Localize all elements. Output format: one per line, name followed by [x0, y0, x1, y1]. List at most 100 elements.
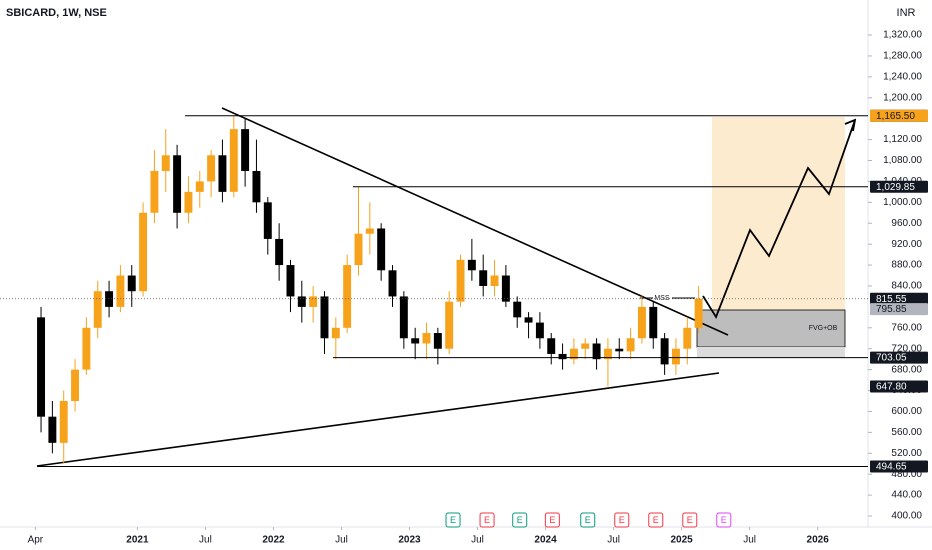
- candle-body: [365, 228, 374, 234]
- candle-body: [490, 275, 499, 286]
- candle-body: [354, 233, 363, 266]
- candle-body: [150, 170, 159, 213]
- y-tick-label: 880.00: [891, 260, 922, 271]
- candle-body: [694, 298, 703, 328]
- target-zone: [712, 117, 845, 310]
- price-label: 1,165.50: [876, 111, 915, 122]
- candle-body: [411, 338, 420, 344]
- y-tick-label: 1,240.00: [883, 71, 922, 82]
- candle-body: [569, 348, 578, 360]
- candle-body: [252, 170, 261, 203]
- candle-body: [286, 265, 295, 297]
- y-tick-label: 1,120.00: [883, 134, 922, 145]
- earnings-label: E: [549, 515, 555, 525]
- earnings-label: E: [484, 515, 490, 525]
- candle-body: [127, 275, 136, 292]
- mss-label: MSS: [654, 295, 670, 302]
- price-label-box: [870, 380, 928, 393]
- price-label-box: [870, 303, 928, 316]
- earnings-marker: [544, 512, 560, 528]
- candle-body: [513, 301, 522, 318]
- y-tick-label: 840.00: [891, 281, 922, 292]
- x-tick-label: Apr: [28, 535, 44, 546]
- earnings-label: E: [585, 515, 591, 525]
- candle-body: [229, 129, 238, 192]
- y-tick-label: 1,320.00: [883, 30, 922, 41]
- candle-body: [82, 327, 91, 370]
- earnings-label: E: [687, 515, 693, 525]
- candle-body: [343, 265, 352, 328]
- x-tick-label: 2024: [534, 535, 557, 546]
- candle-body: [207, 155, 216, 182]
- y-tick-label: 1,080.00: [883, 155, 922, 166]
- x-tick-label: Jul: [607, 535, 620, 546]
- fvg-label: FVG+OB: [809, 325, 838, 332]
- candle-body: [524, 317, 533, 323]
- x-tick-label: 2022: [262, 535, 285, 546]
- chart-title: SBICARD, 1W, NSE: [6, 7, 107, 19]
- candle-body: [388, 270, 397, 297]
- y-tick-label: 720.00: [891, 343, 922, 354]
- y-tick-label: 520.00: [891, 448, 922, 459]
- y-tick-label: 920.00: [891, 239, 922, 250]
- y-tick-label: 440.00: [891, 490, 922, 501]
- up-trendline: [36, 372, 720, 467]
- earnings-marker: [479, 512, 495, 528]
- candle-body: [105, 291, 114, 307]
- candle-body: [320, 296, 329, 339]
- price-label: 703.05: [876, 353, 907, 364]
- candle-body: [93, 291, 102, 328]
- earnings-marker: [716, 512, 732, 528]
- y-tick-label: 680.00: [891, 364, 922, 375]
- price-label-box: [870, 109, 928, 122]
- candle-body: [422, 333, 431, 344]
- x-tick-label: Jul: [199, 535, 212, 546]
- candle-body: [331, 327, 340, 339]
- y-tick-label: 1,200.00: [883, 92, 922, 103]
- y-tick-label: 560.00: [891, 427, 922, 438]
- candle-body: [161, 155, 170, 171]
- y-tick-label: 760.00: [891, 322, 922, 333]
- price-label: 647.80: [876, 382, 907, 393]
- projection-path: [702, 119, 856, 320]
- price-label: 494.65: [876, 462, 907, 473]
- candle-body: [467, 259, 476, 271]
- down-trendline: [221, 107, 729, 336]
- price-label-box: [870, 460, 928, 473]
- x-tick-label: Jul: [743, 535, 756, 546]
- earnings-marker: [512, 512, 528, 528]
- price-label-box: [870, 351, 928, 364]
- x-tick-label: 2026: [807, 535, 830, 546]
- candle-body: [637, 306, 646, 339]
- fvg-ob-zone: [696, 309, 846, 348]
- y-tick-label: 480.00: [891, 469, 922, 480]
- earnings-marker: [580, 512, 596, 528]
- y-tick-label: 400.00: [891, 511, 922, 522]
- candle-body: [399, 296, 408, 339]
- candle-body: [603, 348, 612, 360]
- candle-body: [173, 155, 182, 213]
- projection-arrowhead: [844, 118, 857, 132]
- candle-body: [116, 275, 125, 307]
- candle-body: [581, 343, 590, 349]
- fvg-ob-lower: [697, 347, 845, 358]
- y-tick-label: 1,000.00: [883, 197, 922, 208]
- candle-body: [671, 348, 680, 365]
- candle-body: [626, 338, 635, 352]
- y-tick-label: 960.00: [891, 218, 922, 229]
- candle-body: [456, 259, 465, 302]
- x-tick-label: 2025: [670, 535, 693, 546]
- candle-body: [71, 369, 80, 402]
- candle-body: [479, 270, 488, 286]
- x-tick-label: Jul: [335, 535, 348, 546]
- candle-body: [59, 401, 68, 443]
- candle-body: [184, 191, 193, 213]
- candle-body: [535, 322, 544, 339]
- price-label: 795.85: [876, 304, 907, 315]
- price-label-box: [870, 180, 928, 193]
- candle-body: [309, 296, 318, 307]
- candle-body: [558, 353, 567, 360]
- candle-body: [615, 348, 624, 352]
- earnings-label: E: [721, 515, 727, 525]
